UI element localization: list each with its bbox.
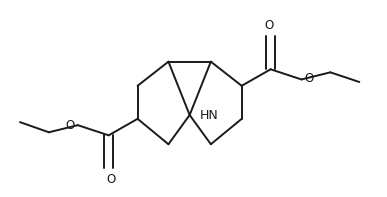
- Text: O: O: [264, 19, 273, 32]
- Text: O: O: [65, 119, 75, 132]
- Text: O: O: [305, 72, 314, 85]
- Text: HN: HN: [200, 109, 218, 122]
- Text: O: O: [106, 173, 115, 186]
